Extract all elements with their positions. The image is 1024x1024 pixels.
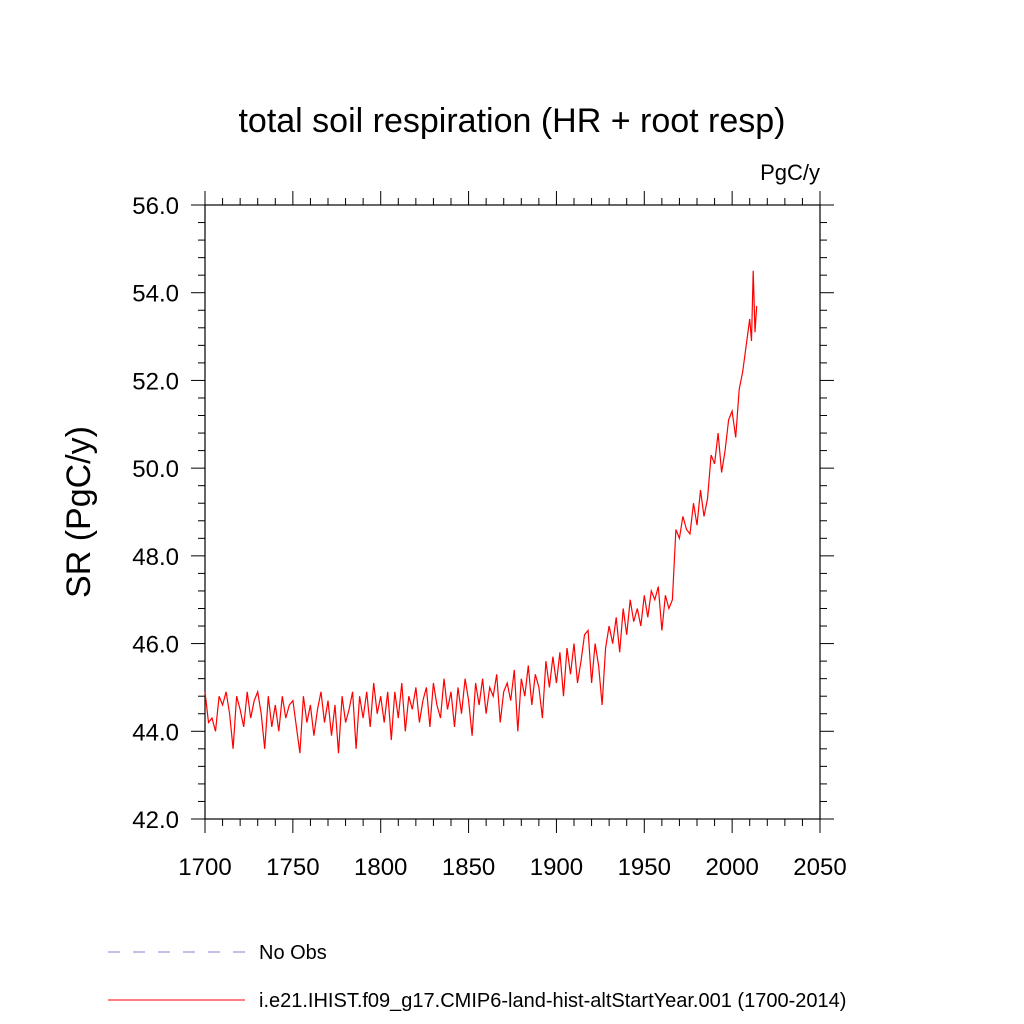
x-tick-label: 1950 (618, 854, 671, 881)
y-axis-label: SR (PgC/y) (60, 426, 98, 598)
x-tick-label: 1900 (530, 854, 583, 881)
x-tick-label: 2050 (793, 854, 846, 881)
legend-label-1: No Obs (259, 942, 327, 964)
x-tick-label: 2000 (705, 854, 758, 881)
plot-frame (204, 204, 821, 820)
y-tick-label: 46.0 (132, 632, 179, 659)
series-layer (204, 270, 758, 754)
x-tick-label: 1800 (354, 854, 407, 881)
y-tick-label: 50.0 (132, 456, 179, 483)
tick-labels: 1700 1750 1800 1850 1900 1950 2000 2050 42.0 44.0… (132, 193, 846, 881)
y-tick-label: 54.0 (132, 281, 179, 308)
legend-label-0: i.e21.IHIST.f09_g17.CMIP6-land-hist-altS… (259, 990, 846, 1012)
legend: No Obs i.e21.IHIST.f09_g17.CMIP6-land-his… (108, 942, 846, 1012)
x-tick-label: 1850 (442, 854, 495, 881)
series-line-0 (204, 270, 758, 754)
y-tick-label: 52.0 (132, 368, 179, 395)
axis-ticks (191, 191, 834, 833)
y-tick-label: 48.0 (132, 544, 179, 571)
y-tick-label: 56.0 (132, 193, 179, 220)
y-tick-label: 44.0 (132, 719, 179, 746)
x-tick-label: 1700 (178, 854, 231, 881)
x-tick-label: 1750 (266, 854, 319, 881)
units-label: PgC/y (760, 160, 820, 185)
chart-title: total soil respiration (HR + root resp) (238, 102, 785, 140)
y-tick-label: 42.0 (132, 807, 179, 834)
